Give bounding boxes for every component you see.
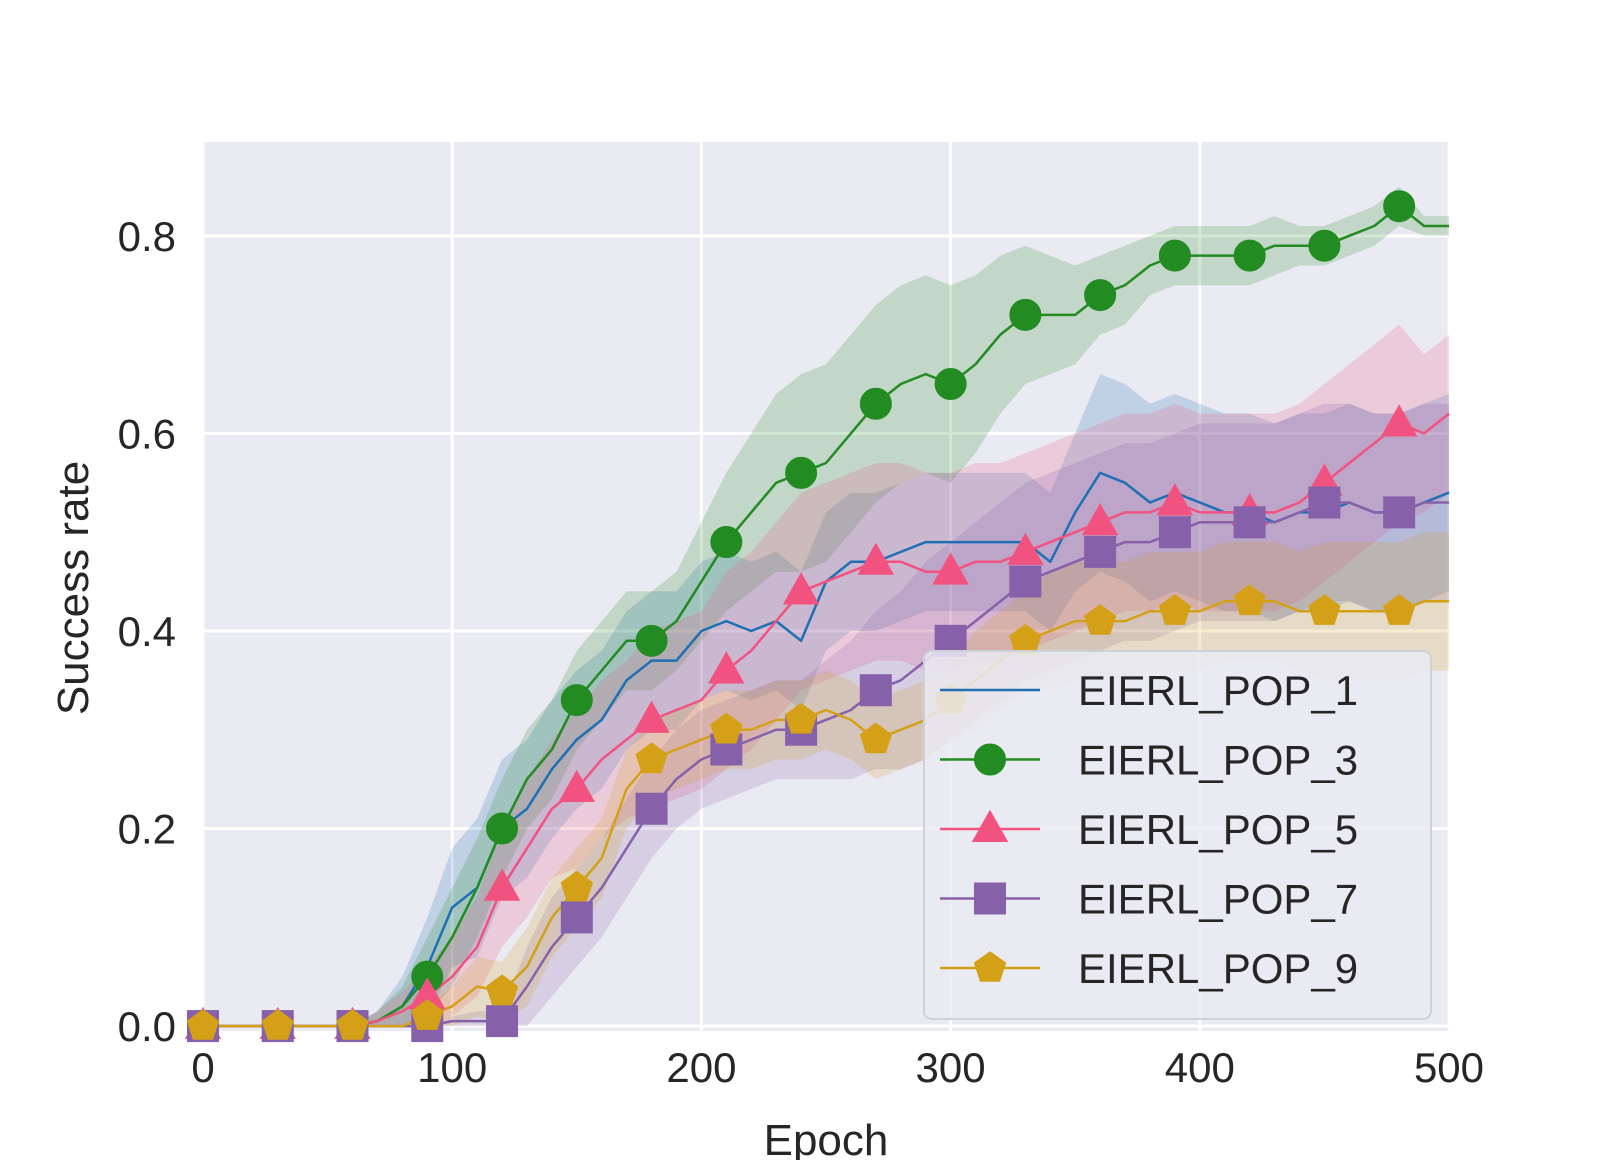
legend-marker [974, 743, 1006, 776]
marker-eierl_pop_3 [1233, 239, 1266, 272]
marker-eierl_pop_5 [857, 542, 895, 575]
y-tick-label: 0.8 [118, 213, 176, 260]
marker-eierl_pop_9 [560, 870, 593, 902]
y-tick-label: 0.6 [118, 410, 176, 457]
marker-eierl_pop_3 [1084, 279, 1117, 312]
legend: EIERL_POP_1 EIERL_POP_3 EIERL_POP_5 EIERL_P… [923, 650, 1432, 1020]
marker-eierl_pop_3 [560, 684, 593, 717]
y-tick-label: 0.0 [118, 1003, 176, 1050]
marker-eierl_pop_3 [1158, 239, 1191, 272]
marker-eierl_pop_3 [1308, 229, 1341, 262]
marker-eierl_pop_7 [1084, 535, 1117, 568]
marker-eierl_pop_7 [560, 901, 593, 934]
marker-eierl_pop_5 [633, 700, 670, 733]
marker-eierl_pop_9 [411, 999, 444, 1030]
marker-eierl_pop_3 [1009, 298, 1042, 331]
y-axis-label: Success rate [49, 461, 98, 715]
legend-label: EIERL_POP_1 [1078, 667, 1358, 714]
marker-eierl_pop_9 [859, 722, 892, 754]
marker-eierl_pop_5 [1007, 532, 1044, 565]
marker-eierl_pop_3 [859, 387, 892, 420]
marker-eierl_pop_5 [1156, 483, 1194, 516]
y-tick-label: 0.2 [118, 806, 176, 853]
marker-eierl_pop_9 [1383, 594, 1416, 625]
marker-eierl_pop_5 [1081, 503, 1119, 536]
marker-eierl_pop_9 [1083, 604, 1117, 635]
marker-eierl_pop_7 [486, 1005, 519, 1038]
marker-eierl_pop_9 [784, 702, 818, 734]
x-axis-label: Epoch [764, 1116, 889, 1160]
marker-eierl_pop_7 [1233, 506, 1266, 539]
marker-eierl_pop_9 [485, 974, 519, 1006]
marker-eierl_pop_3 [1383, 190, 1416, 223]
marker-eierl_pop_7 [1308, 486, 1341, 519]
y-tick-labels: 0.0 0.2 0.4 0.6 0.8 [118, 213, 176, 1050]
band-eierl_pop_3 [203, 186, 1449, 1027]
legend-marker [973, 951, 1007, 982]
marker-eierl_pop_9 [1233, 584, 1266, 616]
marker-eierl_pop_5 [782, 572, 820, 605]
marker-eierl_pop_3 [785, 456, 818, 489]
x-tick-label: 200 [666, 1044, 736, 1091]
marker-eierl_pop_9 [710, 712, 743, 744]
x-tick-label: 400 [1165, 1044, 1235, 1091]
legend-label: EIERL_POP_9 [1078, 945, 1358, 992]
x-tick-label: 300 [916, 1044, 986, 1091]
band-eierl_pop_1 [203, 374, 1449, 1027]
legend-box [923, 650, 1432, 1020]
marker-eierl_pop_5 [558, 769, 596, 802]
y-tick-label: 0.4 [118, 608, 176, 655]
marker-eierl_pop_5 [708, 651, 745, 684]
legend-marker [971, 809, 1009, 842]
legend-label: EIERL_POP_5 [1078, 806, 1358, 853]
marker-eierl_pop_7 [859, 674, 892, 707]
marker-eierl_pop_5 [483, 868, 521, 901]
marker-eierl_pop_7 [1383, 496, 1416, 529]
marker-eierl_pop_9 [186, 1009, 220, 1040]
legend-marker [974, 882, 1006, 915]
marker-eierl_pop_5 [932, 552, 969, 585]
grid-lines [201, 142, 1451, 1031]
marker-eierl_pop_7 [1158, 516, 1191, 549]
marker-eierl_pop_3 [486, 812, 519, 845]
marker-eierl_pop_9 [1158, 594, 1192, 625]
marker-eierl_pop_5 [1380, 404, 1418, 437]
x-tick-label: 0 [191, 1044, 214, 1091]
marker-eierl_pop_9 [336, 1009, 369, 1040]
marker-eierl_pop_9 [1308, 594, 1341, 625]
marker-eierl_pop_3 [934, 368, 967, 401]
marker-eierl_pop_3 [635, 624, 668, 657]
legend-label: EIERL_POP_3 [1078, 737, 1358, 784]
marker-eierl_pop_9 [635, 742, 668, 774]
x-tick-label: 100 [417, 1044, 487, 1091]
legend-label: EIERL_POP_7 [1078, 876, 1358, 923]
marker-eierl_pop_7 [1009, 565, 1042, 598]
series-markers [184, 190, 1418, 1043]
x-tick-label: 500 [1414, 1044, 1484, 1091]
x-tick-labels: 0 100 200 300 400 500 [191, 1044, 1484, 1091]
marker-eierl_pop_7 [635, 792, 668, 825]
band-eierl_pop_7 [203, 403, 1449, 1027]
band-eierl_pop_5 [203, 324, 1449, 1027]
marker-eierl_pop_9 [261, 1009, 294, 1040]
marker-eierl_pop_3 [710, 526, 743, 559]
